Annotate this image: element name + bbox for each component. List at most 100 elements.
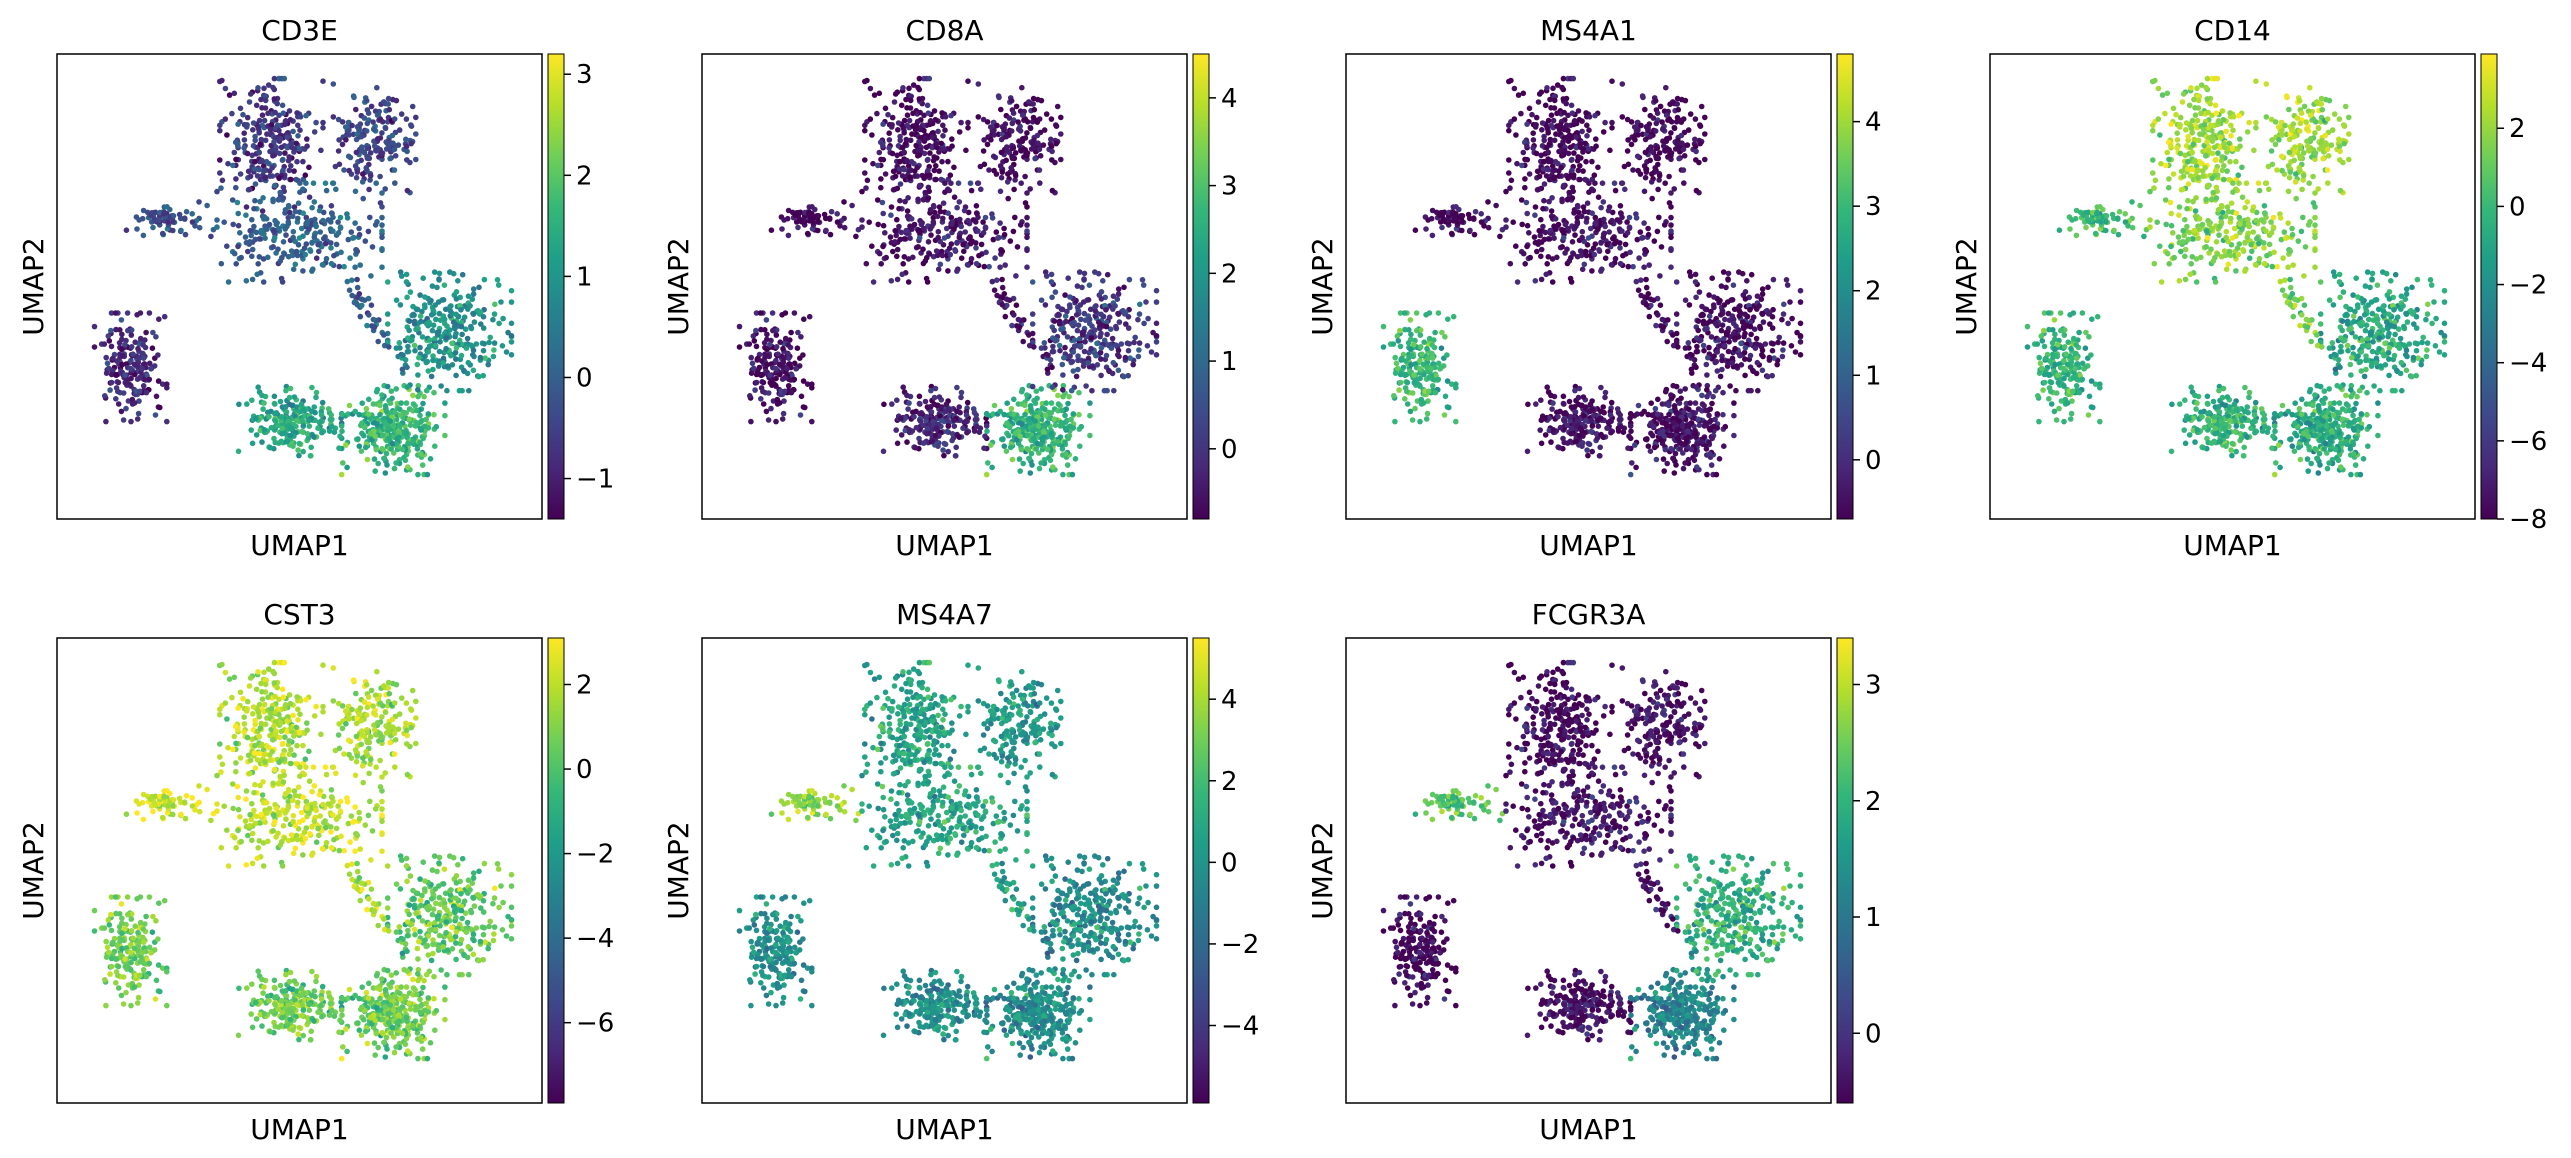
cell-point — [989, 278, 996, 285]
cell-point — [773, 375, 779, 382]
cell-point — [1061, 354, 1067, 361]
cell-point — [417, 344, 423, 351]
cell-point — [800, 352, 806, 358]
cell-point — [440, 297, 447, 303]
cell-point — [379, 222, 385, 228]
cell-point — [367, 177, 373, 183]
cell-point — [422, 353, 428, 359]
cell-point — [294, 252, 301, 259]
cell-point — [338, 423, 345, 429]
cell-point — [1153, 287, 1160, 294]
cell-point — [1571, 150, 1577, 156]
cell-point — [356, 291, 363, 297]
cell-point — [417, 313, 424, 320]
cell-point — [924, 430, 930, 437]
cell-point — [1653, 155, 1660, 162]
cell-point — [1541, 236, 1548, 243]
cell-point — [1617, 240, 1623, 246]
cell-point — [181, 215, 188, 221]
cell-point — [773, 344, 780, 350]
cell-point — [1004, 179, 1011, 185]
cell-point — [311, 199, 318, 205]
cell-point — [978, 241, 985, 248]
cell-point — [1507, 260, 1514, 267]
cell-point — [316, 207, 323, 214]
cell-point — [903, 96, 909, 103]
cell-point — [1556, 173, 1562, 179]
cell-point — [233, 184, 239, 191]
cell-point — [291, 204, 298, 210]
cell-point — [1038, 345, 1045, 351]
cell-point — [280, 110, 287, 116]
cell-point — [217, 127, 223, 134]
cell-point — [782, 375, 788, 381]
cell-point — [508, 339, 515, 345]
cell-point — [941, 235, 948, 241]
cell-point — [135, 410, 142, 417]
cell-point — [782, 388, 788, 395]
cell-point — [388, 388, 395, 395]
cell-point — [288, 176, 294, 183]
cell-point — [161, 313, 168, 320]
cell-point — [271, 139, 277, 145]
cell-point — [1592, 112, 1598, 119]
cell-point — [920, 196, 927, 203]
cell-point — [1394, 365, 1401, 372]
cell-point — [416, 354, 422, 361]
cell-point — [904, 439, 910, 445]
cell-point — [1655, 186, 1661, 193]
cell-point — [419, 462, 426, 468]
cell-point — [945, 268, 951, 274]
cell-point — [449, 340, 455, 347]
cell-point — [901, 253, 908, 260]
cell-point — [988, 137, 994, 143]
cell-point — [1022, 402, 1028, 409]
cell-point — [398, 273, 405, 279]
cell-point — [1024, 264, 1030, 271]
cell-point — [119, 353, 126, 359]
cell-point — [498, 299, 504, 305]
cell-point — [237, 230, 243, 236]
colorbar-gradient — [1192, 53, 1210, 520]
cell-point — [491, 340, 498, 346]
cell-point — [767, 379, 774, 386]
cell-point — [1435, 360, 1442, 367]
cell-point — [250, 127, 256, 133]
cell-point — [1638, 122, 1644, 129]
cell-point — [773, 332, 780, 338]
cell-point — [916, 139, 922, 145]
cell-point — [1001, 225, 1007, 232]
cell-point — [387, 418, 394, 424]
cell-point — [960, 241, 966, 248]
cell-point — [1077, 342, 1084, 349]
cell-point — [426, 337, 433, 343]
cell-point — [1646, 262, 1652, 268]
cell-point — [1597, 444, 1603, 451]
cell-point — [849, 202, 855, 209]
colorbar-tick-label: 3 — [576, 60, 593, 90]
cell-point — [1049, 348, 1056, 355]
cell-point — [1508, 77, 1514, 84]
cell-point — [368, 273, 374, 279]
cell-point — [1082, 339, 1088, 345]
cell-point — [1616, 416, 1623, 423]
cell-point — [300, 406, 307, 413]
cell-point — [313, 119, 319, 126]
cell-point — [932, 432, 939, 439]
cell-point — [1049, 157, 1055, 163]
cell-point — [1029, 383, 1036, 390]
cell-point — [1564, 440, 1571, 446]
cell-point — [989, 464, 995, 471]
cell-point — [1533, 114, 1540, 121]
cell-point — [371, 143, 378, 149]
cell-point — [975, 114, 982, 120]
cell-point — [1121, 284, 1127, 291]
cell-point — [128, 418, 134, 425]
cell-point — [261, 427, 268, 433]
cell-point — [261, 400, 267, 406]
cell-point — [1056, 342, 1063, 349]
cell-point — [1413, 310, 1420, 316]
cell-point — [1009, 456, 1016, 463]
cell-point — [1116, 319, 1123, 325]
cell-point — [291, 168, 297, 174]
